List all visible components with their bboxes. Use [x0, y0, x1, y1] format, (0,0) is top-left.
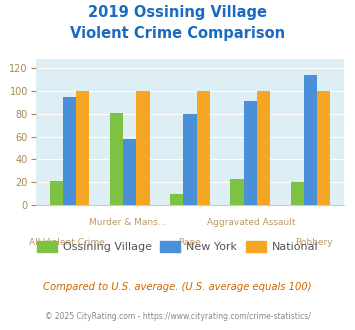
Bar — [170, 194, 183, 205]
Bar — [257, 91, 270, 205]
Text: Compared to U.S. average. (U.S. average equals 100): Compared to U.S. average. (U.S. average … — [43, 282, 312, 292]
Bar — [290, 182, 304, 205]
Bar — [50, 181, 63, 205]
Text: 2019 Ossining Village: 2019 Ossining Village — [88, 5, 267, 20]
Text: Robbery: Robbery — [295, 238, 332, 247]
Bar — [304, 75, 317, 205]
Bar — [317, 91, 330, 205]
Text: Murder & Mans...: Murder & Mans... — [89, 218, 167, 227]
Bar — [244, 101, 257, 205]
Bar — [63, 97, 76, 205]
Legend: Ossining Village, New York, National: Ossining Village, New York, National — [33, 237, 322, 256]
Bar — [110, 113, 123, 205]
Text: Aggravated Assault: Aggravated Assault — [207, 218, 296, 227]
Text: All Violent Crime: All Violent Crime — [28, 238, 104, 247]
Bar — [123, 139, 136, 205]
Text: Violent Crime Comparison: Violent Crime Comparison — [70, 26, 285, 41]
Text: © 2025 CityRating.com - https://www.cityrating.com/crime-statistics/: © 2025 CityRating.com - https://www.city… — [45, 312, 310, 321]
Bar — [197, 91, 210, 205]
Bar — [183, 114, 197, 205]
Bar — [230, 179, 244, 205]
Bar — [76, 91, 89, 205]
Text: Rape: Rape — [179, 238, 201, 247]
Bar — [136, 91, 149, 205]
